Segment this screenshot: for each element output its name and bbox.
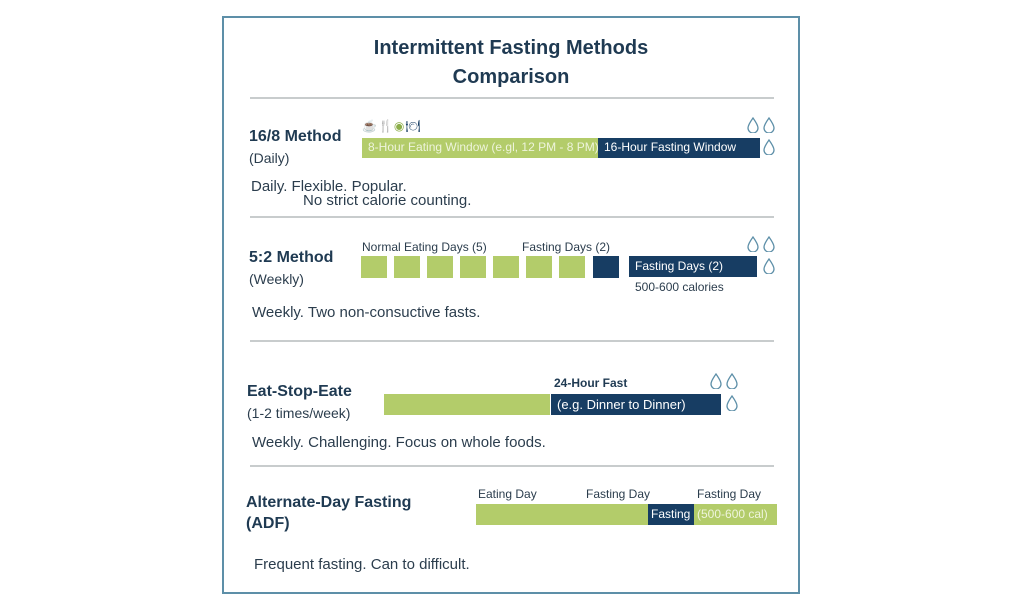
divider bbox=[250, 465, 774, 467]
weekly-days-bar bbox=[361, 256, 623, 278]
method-description: Weekly. Challenging. Focus on whole food… bbox=[252, 434, 546, 451]
method-description-line2: No strict calorie counting. bbox=[303, 192, 472, 209]
divider bbox=[250, 340, 774, 342]
eating-bar bbox=[384, 394, 550, 415]
water-drop-icon bbox=[763, 117, 775, 133]
method-name: 16/8 Method bbox=[249, 128, 342, 145]
divider bbox=[250, 97, 774, 99]
method-description: Weekly. Two non-consuctive fasts. bbox=[252, 304, 481, 321]
water-drop-icon bbox=[763, 258, 775, 274]
method-frequency: (Weekly) bbox=[249, 271, 304, 287]
method-name: 5:2 Method bbox=[249, 249, 334, 266]
water-drop-icon bbox=[710, 373, 722, 389]
method-description: Frequent fasting. Can to difficult. bbox=[254, 556, 470, 573]
water-drop-icon bbox=[763, 139, 775, 155]
eating-day-block bbox=[361, 256, 387, 278]
fork-icon: 🍴 bbox=[377, 119, 394, 133]
day-label-eating: Eating Day bbox=[478, 487, 537, 501]
fasting-days-box: Fasting Days (2) bbox=[629, 256, 757, 277]
fast-header: 24-Hour Fast bbox=[554, 376, 628, 390]
water-drop-icon bbox=[747, 117, 759, 133]
modified-fasting-bar: (500-600 cal) bbox=[694, 504, 777, 525]
knife-fork-icon: 🍽 bbox=[405, 119, 422, 133]
eating-day-block bbox=[427, 256, 453, 278]
fasting-day-bar: Fasting bbox=[648, 504, 694, 525]
eating-day-block bbox=[394, 256, 420, 278]
water-drop-icon bbox=[747, 236, 759, 252]
eating-day-bar bbox=[476, 504, 648, 525]
fasting-day-block bbox=[593, 256, 619, 278]
method-description: Daily. Flexible. Popular. bbox=[251, 178, 407, 195]
calories-label: 500-600 calories bbox=[635, 280, 724, 294]
water-drop-icon bbox=[726, 373, 738, 389]
eating-day-block bbox=[493, 256, 519, 278]
fasting-days-header: Fasting Days (2) bbox=[522, 240, 611, 254]
normal-days-label: Normal Eating Days (5) bbox=[362, 240, 487, 254]
eating-day-block bbox=[460, 256, 486, 278]
eating-day-block bbox=[559, 256, 585, 278]
fasting-bar: (e.g. Dinner to Dinner) bbox=[551, 394, 721, 415]
coffee-cup-icon: ☕ bbox=[362, 119, 378, 133]
eating-day-block bbox=[526, 256, 552, 278]
method-name: Eat-Stop-Eate bbox=[247, 383, 352, 400]
water-drop-icon bbox=[763, 236, 775, 252]
eating-window-bar: 8-Hour Eating Window (e.gl, 12 PM - 8 PM… bbox=[362, 138, 598, 158]
page-title: Intermittent Fasting Methods Comparison bbox=[373, 37, 649, 88]
comparison-card: Intermittent Fasting Methods Comparison … bbox=[222, 16, 800, 594]
method-name: Alternate-Day Fasting bbox=[246, 494, 412, 511]
fasting-window-bar: 16-Hour Fasting Window bbox=[598, 138, 760, 158]
method-frequency: (Daily) bbox=[249, 150, 290, 166]
meal-icons: ☕🍴◉🍽 bbox=[362, 119, 422, 133]
day-label-fasting: Fasting Day bbox=[586, 487, 651, 501]
burger-icon: ◉ bbox=[393, 119, 406, 133]
method-frequency: (1-2 times/week) bbox=[247, 405, 351, 421]
day-label-fasting: Fasting Day bbox=[697, 487, 762, 501]
water-drop-icon bbox=[726, 395, 738, 411]
divider bbox=[250, 216, 774, 218]
method-name-line2: (ADF) bbox=[246, 515, 290, 532]
